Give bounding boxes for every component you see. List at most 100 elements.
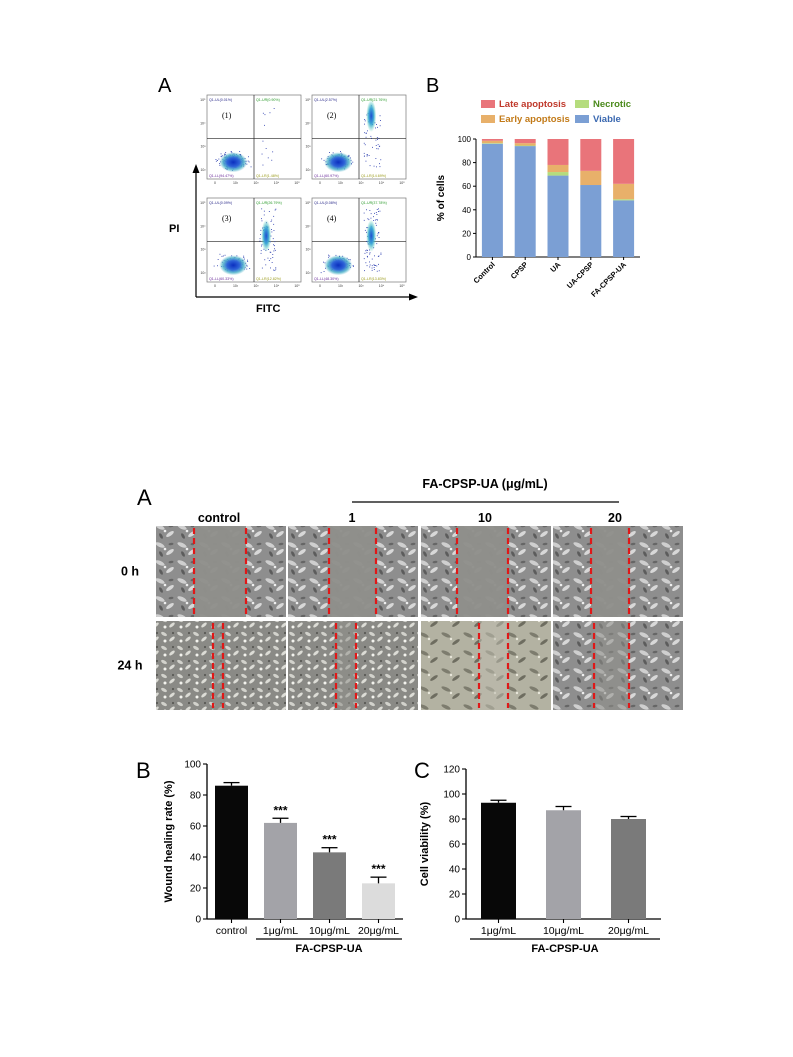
wound-healing-bar-chart: 0 20 40 60 80 100 Wound healing rate (%) contro… [163,760,403,955]
x-tick-label: 20μg/mL [608,925,649,937]
flow-event [261,208,263,210]
flow-event [366,249,368,251]
flow-y-axis-label: PI [169,223,179,235]
flow-x-tick-label: 10² [233,181,239,185]
stacked-y-tick-label: 0 [467,253,472,262]
y-tick-label: 0 [454,915,460,926]
flow-event [274,209,276,211]
flow-event [363,152,365,154]
stacked-bar-segment [580,139,602,171]
flow-event [363,212,365,214]
flow-event [378,211,379,212]
x-tick-label: 10μg/mL [543,925,584,937]
legend-swatch [575,100,589,108]
quadrant-ul-label: Q1-UL(0.08%) [314,201,337,205]
y-tick-label: 40 [190,853,202,864]
flow-event [222,255,224,257]
flow-event [273,244,274,246]
flow-event [372,146,373,148]
flow-plot: Q1-UL(0.01%) Q1-UR(0.90%) Q1-LL(94.47%) Q1-… [200,94,302,185]
quadrant-lr-label: Q1-LR(13.83%) [361,277,386,281]
flow-event [265,264,267,266]
flow-event [272,257,274,258]
flow-event [376,243,378,245]
legend-label: Viable [593,114,621,125]
stacked-x-tick-label: UA-CPSP [565,260,595,290]
flow-event [367,256,368,258]
y-tick-label: 80 [449,815,461,826]
flow-plot-index: (2) [327,111,337,120]
scratch-assay-grid: control 1 10 20 0 h 24 h [117,511,683,710]
stacked-bar-segment [514,145,536,147]
flow-x-tick-label: 10² [338,181,344,185]
stacked-bar-segment [547,139,569,165]
flow-x-tick-label: 10⁴ [379,181,385,185]
flow-event [225,152,227,153]
flow-event [269,112,271,114]
flow-event [270,221,272,222]
stacked-x-tick-label: UA [548,260,562,274]
flow-plot-index: (4) [327,214,337,223]
quadrant-ul-label: Q1-UL(2.57%) [314,98,337,102]
scratch-wound-gap [194,526,246,617]
flow-event [366,265,368,267]
stacked-y-tick-label: 40 [462,206,471,215]
flow-event [352,265,354,266]
flow-event [371,267,373,269]
flow-event [375,265,376,266]
flow-event [273,230,275,231]
flow-event [275,267,277,269]
flow-event [369,210,371,211]
y-tick-label: 100 [184,760,201,771]
flow-event [379,166,381,168]
flow-event [273,250,275,252]
flow-event [376,166,377,168]
flow-event [377,144,379,146]
scratch-column-label: 1 [349,511,356,525]
flow-event [377,126,378,128]
significance-marker: *** [322,833,336,847]
flow-event [247,259,248,261]
scratch-column-label: control [198,511,240,525]
quadrant-ll-label: Q1-LL(94.47%) [209,174,234,178]
flow-event [366,255,368,257]
apoptotic-population-density [366,100,377,132]
group-title: FA-CPSP-UA (μg/mL) [422,477,547,491]
scratch-micrograph [421,526,551,617]
flow-event [377,256,379,257]
flow-x-tick-label: 10³ [253,284,259,288]
flow-event [270,267,271,269]
flow-event [367,154,368,156]
flow-x-tick-label: 0 [214,284,216,288]
flow-event [367,250,368,251]
bar [215,785,248,919]
scratch-wound-gap [479,621,508,710]
flow-axes [192,164,418,301]
flow-event [269,251,271,253]
flow-event [239,151,241,152]
flow-event [378,255,380,257]
flow-event [267,257,269,259]
flow-event [260,252,262,254]
flow-event [365,160,367,162]
flow-event [217,265,218,267]
flow-event [340,151,341,152]
flow-event [261,153,263,155]
flow-event [376,235,378,237]
flow-event [373,264,375,266]
quadrant-ul-label: Q1-UL(0.09%) [209,201,232,205]
flow-event [363,142,365,144]
scratch-micrograph [156,621,286,710]
flow-event [364,144,366,146]
significance-marker: *** [371,862,385,876]
flow-event [379,163,380,165]
flow-event [375,139,377,141]
apoptosis-stacked-bar-chart: 0 20 40 60 80 100 % of cells Control CPSP UA UA-CP… [436,99,640,299]
stacked-bar-segment [580,185,602,257]
flow-event [261,267,263,269]
stacked-y-tick-label: 20 [462,229,471,238]
flow-event [365,136,367,138]
legend-swatch [481,100,495,108]
flow-event [261,220,263,222]
